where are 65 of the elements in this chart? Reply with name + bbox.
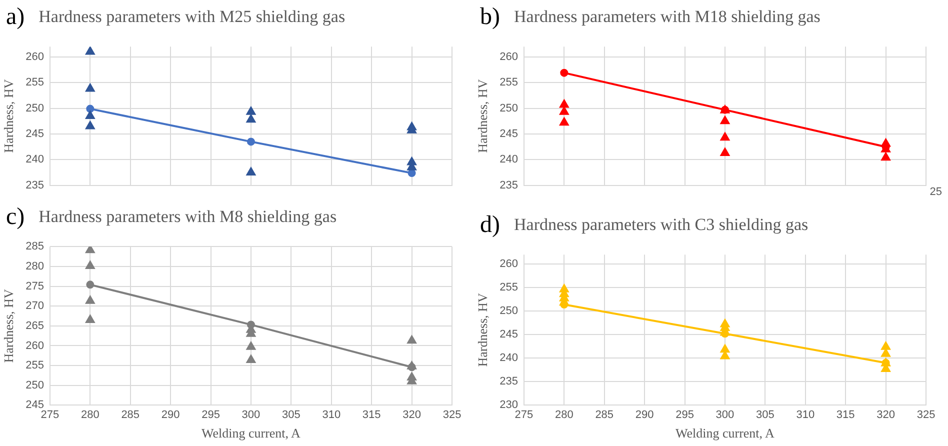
text: 25 <box>930 186 942 198</box>
x-axis-title: Welding current, A <box>201 426 302 441</box>
x-tick-label: 315 <box>836 408 855 421</box>
x-tick-label: 290 <box>635 408 654 421</box>
y-tick-label: 245 <box>26 128 44 140</box>
y-tick-label: 240 <box>500 154 518 166</box>
y-tick-label: 265 <box>26 320 44 332</box>
x-tick-label: 320 <box>402 408 421 421</box>
y-axis-title: Hardness, HV <box>1 78 16 153</box>
y-tick-label: 270 <box>26 300 44 312</box>
chart-title: Hardness parameters with M8 shielding gas <box>38 207 337 227</box>
y-tick-label: 260 <box>26 50 44 63</box>
chart-title: Hardness parameters with C3 shielding gas <box>514 215 808 235</box>
x-tick-label: 300 <box>716 408 734 421</box>
y-tick-label: 230 <box>500 399 518 412</box>
y-tick-label: 240 <box>500 352 518 364</box>
x-tick-label: 295 <box>202 408 220 421</box>
y-tick-label: 250 <box>26 102 44 114</box>
y-tick-label: 250 <box>500 305 518 318</box>
x-tick-label: 295 <box>676 408 694 421</box>
y-tick-label: 285 <box>26 240 44 253</box>
text: a) <box>6 4 25 30</box>
chart-title: Hardness parameters with M18 shielding gas <box>514 7 820 27</box>
chart-title: Hardness parameters with M25 shielding gas <box>38 7 346 27</box>
x-tick-label: 285 <box>121 408 140 421</box>
y-tick-label: 255 <box>26 360 44 372</box>
text: c) <box>6 204 25 230</box>
y-tick-label: 275 <box>26 280 44 292</box>
y-tick-label: 235 <box>26 179 44 192</box>
x-tick-label: 320 <box>876 408 895 421</box>
y-tick-label: 255 <box>500 282 518 294</box>
x-tick-label: 300 <box>242 408 260 421</box>
x-tick-label: 275 <box>40 408 60 421</box>
x-tick-label: 315 <box>362 408 381 421</box>
y-axis-title: Hardness, HV <box>475 292 490 367</box>
x-tick-label: 325 <box>916 408 936 421</box>
y-tick-label: 255 <box>500 76 518 89</box>
y-tick-label: 235 <box>500 179 518 192</box>
y-tick-label: 260 <box>500 258 518 270</box>
text: d) <box>480 212 500 238</box>
x-axis-title: Welding current, A <box>675 426 776 441</box>
y-tick-label: 245 <box>500 328 518 341</box>
y-tick-label: 245 <box>26 399 44 412</box>
x-tick-label: 325 <box>442 408 462 421</box>
y-tick-label: 250 <box>500 102 518 114</box>
y-tick-label: 280 <box>26 260 44 272</box>
x-tick-label: 285 <box>595 408 614 421</box>
y-axis-title: Hardness, HV <box>1 288 16 363</box>
y-tick-label: 255 <box>26 76 44 89</box>
y-tick-label: 260 <box>500 50 518 63</box>
x-tick-label: 310 <box>322 408 341 421</box>
x-tick-label: 280 <box>554 408 574 421</box>
y-tick-label: 240 <box>26 154 44 166</box>
y-axis-title: Hardness, HV <box>475 78 490 153</box>
x-tick-label: 275 <box>514 408 534 421</box>
x-tick-label: 310 <box>796 408 815 421</box>
y-tick-label: 245 <box>500 128 518 140</box>
y-tick-label: 235 <box>500 376 518 388</box>
x-tick-label: 305 <box>282 408 300 421</box>
x-tick-label: 290 <box>161 408 180 421</box>
x-tick-label: 305 <box>756 408 774 421</box>
text: b) <box>480 4 500 30</box>
x-tick-label: 280 <box>80 408 100 421</box>
y-tick-label: 250 <box>26 379 44 392</box>
y-tick-label: 260 <box>26 340 44 352</box>
